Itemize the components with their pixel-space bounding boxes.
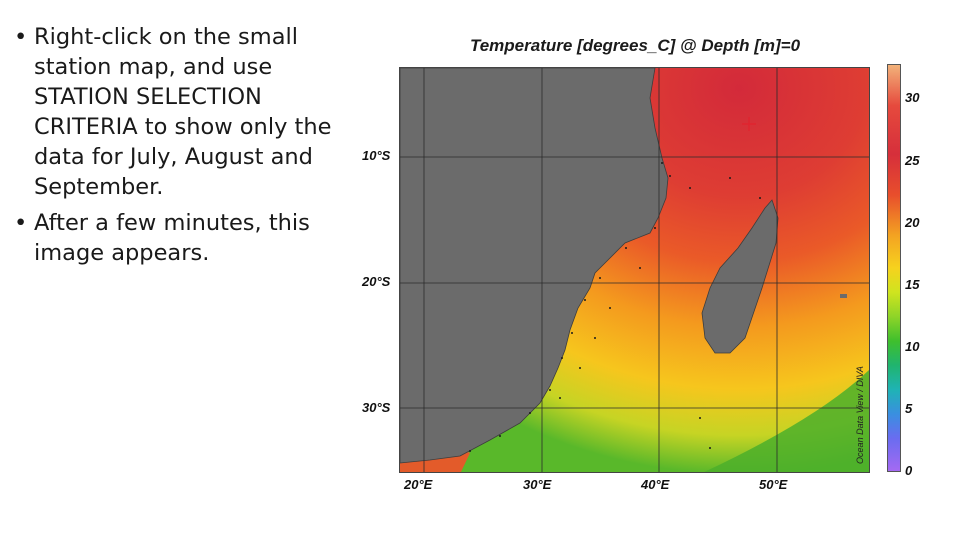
colorbar-tick: 10: [905, 339, 920, 354]
africa-landmass: [400, 68, 669, 464]
bullet-item: After a few minutes, this image appears.: [14, 208, 359, 268]
odv-credit-label: Ocean Data View / DIVA: [854, 366, 865, 464]
lat-label-10s: 10°S: [362, 148, 391, 163]
station-marker[interactable]: [742, 117, 756, 131]
colorbar-tick: 25: [905, 153, 920, 168]
colorbar-tick: 30: [905, 90, 920, 105]
colorbar-tick: 15: [905, 277, 920, 292]
lat-label-20s: 20°S: [362, 274, 391, 289]
map-grid: [400, 68, 869, 472]
plot-title: Temperature [degrees_C] @ Depth [m]=0: [469, 36, 801, 55]
map-canvas: [400, 68, 869, 472]
temperature-colorbar: [887, 64, 901, 472]
cold-water-region: [704, 369, 869, 472]
island: [840, 294, 847, 298]
colorbar-tick: 20: [905, 215, 920, 230]
lon-label-30e: 30°E: [523, 477, 552, 492]
station-dots: [469, 162, 761, 452]
lon-label-20e: 20°E: [404, 477, 433, 492]
temperature-map[interactable]: [399, 67, 870, 473]
lat-label-30s: 30°S: [362, 400, 391, 415]
lon-label-50e: 50°E: [759, 477, 788, 492]
colorbar-tick: 0: [905, 463, 913, 478]
lon-label-40e: 40°E: [641, 477, 670, 492]
bullet-item: Right-click on the small station map, an…: [14, 22, 359, 202]
colorbar-tick: 5: [905, 401, 913, 416]
instruction-bullet-list: Right-click on the small station map, an…: [14, 22, 359, 274]
